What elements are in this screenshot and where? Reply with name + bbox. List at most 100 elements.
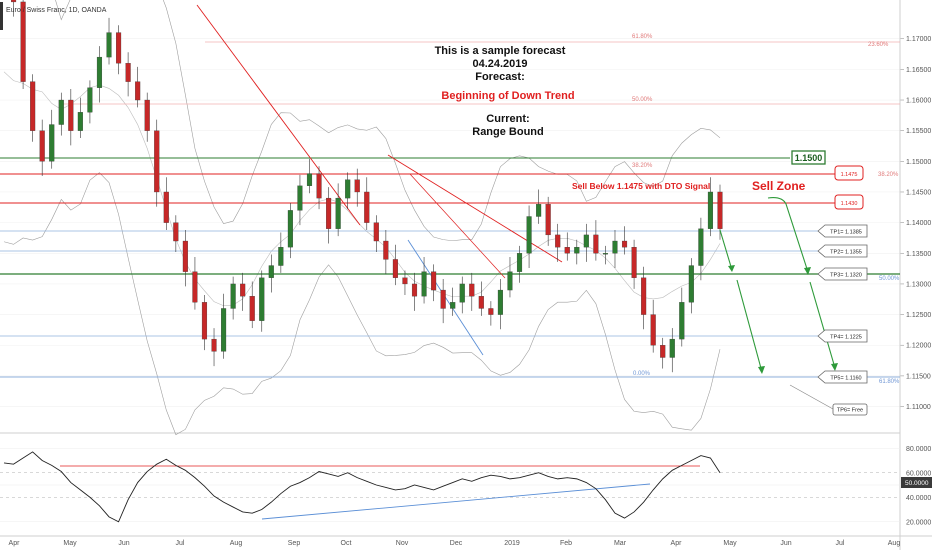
price-tick-label: 1.11500: [906, 373, 931, 380]
candle-body: [612, 240, 618, 254]
candle-body: [20, 1, 26, 82]
time-tick-label: Jul: [176, 540, 185, 547]
candle-body: [192, 271, 198, 303]
candle-body: [163, 191, 169, 223]
time-tick-label: Apr: [9, 540, 21, 547]
candle-body: [545, 204, 551, 236]
candle-body: [698, 228, 704, 266]
main-gridlines: [0, 38, 900, 407]
secondary-downtrend-line: [387, 154, 563, 263]
sell-zone-arrow-1: [767, 197, 809, 273]
candle-body: [182, 240, 188, 272]
candle-body: [96, 56, 103, 88]
tp5-text: TP5= 1.1160: [830, 376, 861, 382]
time-tick-label: Jun: [780, 540, 791, 547]
rsi-support-line: [261, 483, 651, 520]
rsi-tick-label: 80.0000: [906, 446, 931, 453]
sell-zone-low-price-box: [834, 194, 864, 210]
candle-body: [259, 277, 265, 321]
candle-body: [326, 197, 332, 229]
price-tick-label: 1.14500: [906, 189, 931, 196]
candle-body: [631, 247, 637, 278]
sell-zone-arrowhead-1: [804, 267, 811, 275]
candle-body: [249, 296, 255, 321]
candle-body: [411, 283, 418, 297]
sell-zone-label: Sell Zone: [752, 179, 806, 193]
candle-body: [593, 234, 599, 254]
major-downtrend-line: [196, 4, 361, 226]
candle-body: [488, 308, 494, 315]
rsi-tick-label: 60.0000: [906, 470, 931, 477]
bollinger-upper-band: [55, 0, 721, 242]
headline-line-2: 04.24.2019: [472, 58, 527, 70]
tp4-text: TP4= 1.1225: [830, 335, 862, 341]
candle-body: [707, 191, 714, 229]
candle-body: [516, 253, 523, 272]
candle-body: [507, 271, 513, 291]
candle-body: [536, 204, 542, 217]
candle-body: [125, 63, 131, 82]
tp2-box: [817, 244, 868, 258]
candle-body: [106, 32, 112, 58]
target-boxes: TP1= 1.1385 TP2= 1.1355 TP3= 1.1320 TP4=…: [789, 224, 868, 416]
rsi-current-value: 50.0000: [905, 480, 929, 487]
candle-body: [268, 265, 274, 278]
candle-body: [373, 222, 379, 242]
candle-body: [278, 247, 284, 266]
price-tick-label: 1.12000: [906, 343, 931, 350]
time-tick-label: Aug: [230, 540, 243, 547]
time-tick-label: 2019: [504, 540, 520, 547]
candle-body: [383, 240, 389, 260]
candle-body: [392, 259, 398, 278]
candle-body: [87, 87, 93, 113]
candle-body: [221, 308, 227, 352]
fib-label-0: 0.00%: [633, 371, 651, 377]
candlestick-series: [10, 0, 723, 373]
fib-label-382-right: 38.20%: [878, 172, 899, 178]
price-tick-label: 1.17000: [906, 36, 931, 43]
headline-forecast: Beginning of Down Trend: [441, 90, 574, 102]
resistance-price-box: [791, 150, 826, 165]
candle-body: [526, 216, 532, 254]
headline-line-1: This is a sample forecast: [435, 45, 566, 57]
fib-label-618-top: 61.80%: [632, 34, 653, 40]
candle-body: [211, 338, 217, 352]
tp6-connector: [789, 384, 834, 410]
price-axis: 1.17000 1.16500 1.16000 1.15500 1.15000 1.145…: [900, 36, 931, 411]
tp6-text: TP6= Free: [837, 408, 863, 414]
tp3-box: [817, 267, 868, 281]
candle-body: [144, 99, 150, 131]
candle-body: [68, 99, 74, 131]
rsi-line: [3, 451, 721, 523]
chart-title-marker: [0, 2, 3, 30]
sell-below-annotation: Sell Below 1.1475 with DTO Signal: [572, 181, 710, 191]
time-axis: Apr May Jun Jul Aug Sep Oct Nov Dec 2019 Feb Mar Apr…: [9, 540, 901, 547]
candle-body: [201, 302, 208, 340]
candle-body: [641, 277, 647, 315]
forecast-arrowhead-2: [758, 366, 765, 374]
time-tick-label: Jul: [836, 540, 845, 547]
candle-body: [402, 277, 408, 285]
price-tick-label: 1.16500: [906, 67, 931, 74]
price-tick-label: 1.16000: [906, 98, 931, 105]
time-tick-label: Sep: [288, 540, 301, 547]
candle-body: [297, 185, 303, 211]
candle-body: [459, 283, 465, 303]
fib-label-50-right: 50.00%: [879, 276, 900, 282]
candle-body: [431, 271, 437, 291]
forecast-arrowhead-1: [728, 265, 735, 272]
headline-line-3: Forecast:: [475, 71, 525, 83]
forecast-arrow-1: [719, 229, 733, 271]
rsi-current-value-box: [901, 477, 932, 488]
price-tick-label: 1.13000: [906, 281, 931, 288]
time-tick-label: Apr: [671, 540, 683, 547]
tp1-text: TP1= 1.1385: [830, 230, 862, 236]
candle-body: [335, 197, 341, 229]
minor-downtrend-line: [409, 173, 506, 279]
bollinger-middle-band: [3, 71, 721, 307]
time-tick-label: May: [63, 540, 77, 547]
candle-body: [116, 32, 122, 64]
forecast-arrow-2: [736, 279, 763, 373]
time-tick-label: Jun: [118, 540, 129, 547]
candle-body: [660, 345, 666, 358]
